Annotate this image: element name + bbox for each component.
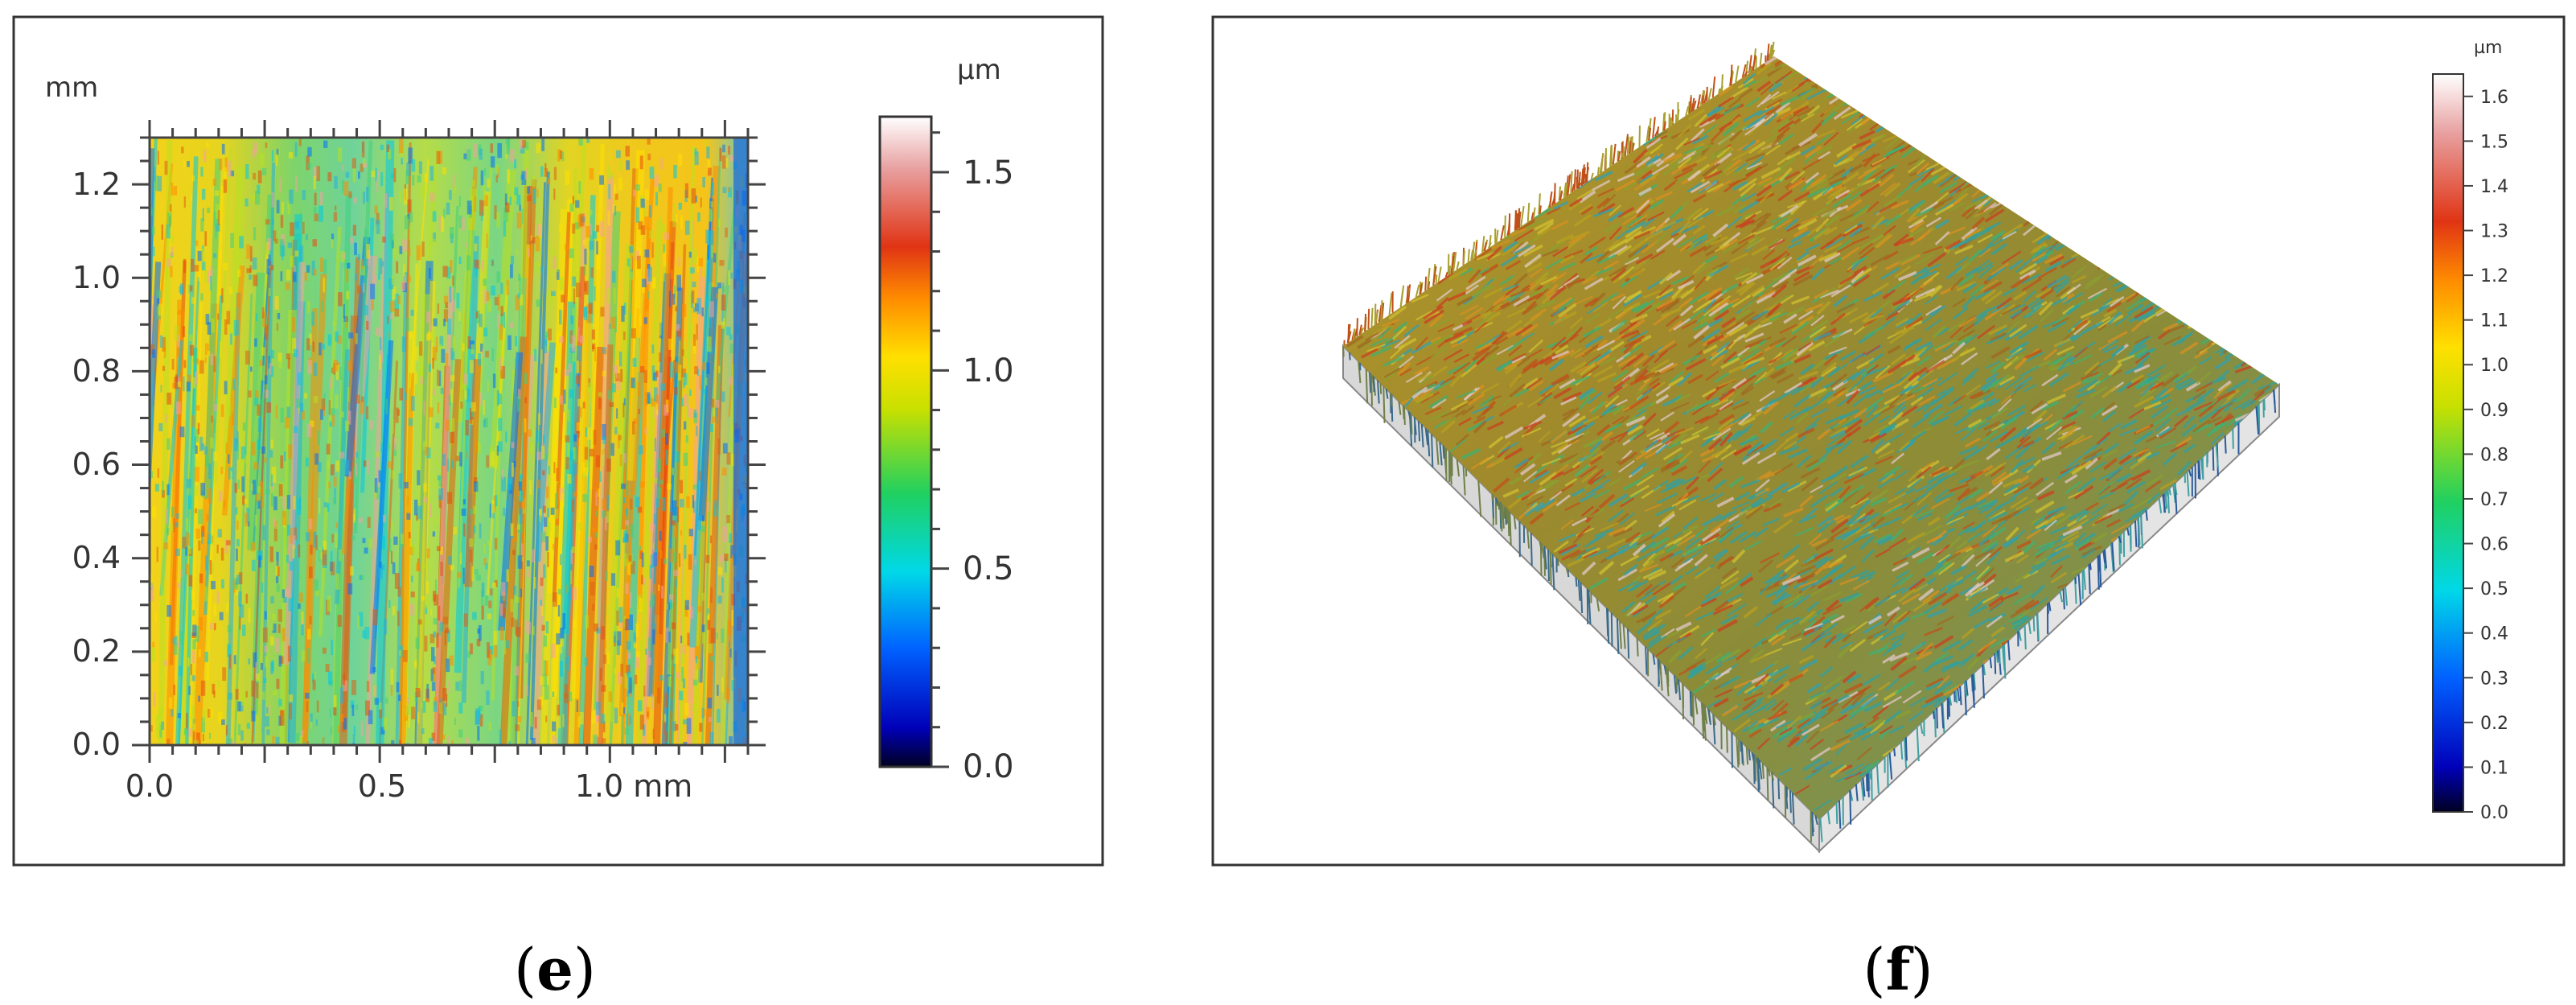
colorbar-tick-label: 0.5 [963, 550, 1014, 587]
y-tick-label: 0.8 [72, 353, 121, 389]
colorbar-tick-label: 1.1 [2480, 311, 2508, 332]
x-tick-label: 0.5 [358, 768, 406, 804]
surface-3d [1342, 41, 2280, 854]
caption-f: (f) [1863, 935, 1933, 1003]
y-tick-label: 1.0 [72, 260, 121, 295]
colorbar-tick-label: 0.9 [2480, 401, 2508, 421]
panel-e-y-tick-labels: 0.0 0.2 0.4 0.6 0.8 1.0 1.2 [72, 167, 121, 762]
colorbar-tick-label: 1.5 [963, 154, 1014, 192]
y-tick-label: 0.6 [72, 447, 121, 482]
colorbar-tick-label: 1.6 [2480, 88, 2508, 108]
colorbar-f: µm 0.0 0.1 0.2 0.3 0.4 0.5 0.6 0.7 0.8 0.9 1.0 1.1 1… [2432, 38, 2508, 823]
y-tick-label: 0.4 [72, 540, 121, 575]
colorbar-tick-label: 1.4 [2480, 177, 2508, 197]
x-tick-label: 1.0 mm [575, 768, 693, 804]
colorbar-e: µm 0.0 0.5 1.0 1.5 [878, 54, 1014, 785]
colorbar-tick-label: 0.0 [963, 748, 1014, 785]
colorbar-tick-label: 0.5 [2480, 579, 2508, 599]
panel-e: mm 0.0 0.2 0.4 0.6 0.8 1.0 1.2 0.0 0.5 1… [12, 15, 1104, 867]
panel-e-axes [132, 120, 766, 763]
y-tick-label: 0.0 [72, 727, 121, 762]
caption-e: (e) [514, 935, 596, 1003]
height-map [150, 138, 748, 745]
colorbar-tick-label: 1.3 [2480, 222, 2508, 242]
colorbar-tick-label: 0.3 [2480, 669, 2508, 689]
colorbar-tick-label: 1.2 [2480, 266, 2508, 286]
colorbar-unit-label: µm [957, 54, 1001, 86]
colorbar-tick-label: 0.7 [2480, 490, 2508, 510]
colorbar-tick-label: 0.6 [2480, 535, 2508, 555]
x-tick-label: 0.0 [125, 768, 174, 804]
colorbar-tick-label: 0.4 [2480, 624, 2508, 645]
panel-f: µm 0.0 0.1 0.2 0.3 0.4 0.5 0.6 0.7 0.8 0.9 1.0 1.1 1… [1211, 15, 2566, 867]
y-axis-unit-label: mm [45, 72, 98, 104]
colorbar-tick-label: 1.5 [2480, 132, 2508, 152]
panel-e-x-tick-labels: 0.0 0.5 1.0 mm [125, 768, 692, 804]
colorbar-tick-label: 1.0 [2480, 356, 2508, 376]
colorbar-tick-label: 0.1 [2480, 758, 2508, 778]
colorbar-tick-label: 0.8 [2480, 445, 2508, 465]
colorbar-unit-label: µm [2474, 38, 2502, 58]
colorbar-tick-label: 0.0 [2480, 803, 2508, 823]
y-tick-label: 1.2 [72, 167, 121, 202]
colorbar-tick-label: 0.2 [2480, 714, 2508, 734]
y-tick-label: 0.2 [72, 633, 121, 669]
colorbar-tick-label: 1.0 [963, 352, 1014, 389]
